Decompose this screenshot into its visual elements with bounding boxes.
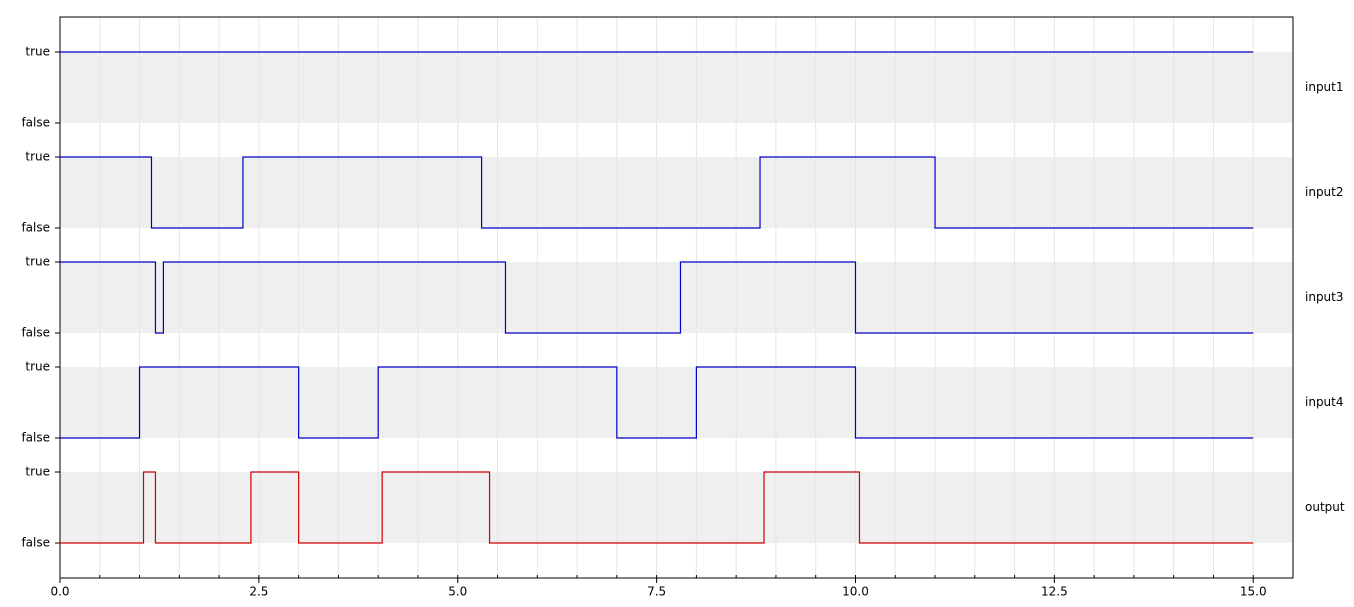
x-tick-label: 15.0: [1240, 585, 1267, 599]
y-tick-label: true: [25, 150, 50, 164]
series-label: input3: [1305, 290, 1344, 304]
series-label: output: [1305, 500, 1345, 514]
signal-line: [60, 471, 1254, 544]
y-tick-label: true: [25, 465, 50, 479]
x-tick-label: 10.0: [842, 585, 869, 599]
y-tick-label: false: [21, 326, 50, 340]
x-tick-label: 2.5: [249, 585, 268, 599]
x-tick-label: 5.0: [448, 585, 467, 599]
y-tick-label: true: [25, 45, 50, 59]
y-tick-label: false: [21, 116, 50, 130]
y-tick-label: true: [25, 255, 50, 269]
signal-line: [60, 261, 1254, 334]
signal-line: [60, 366, 1254, 439]
series-label: input2: [1305, 185, 1344, 199]
row-band: [60, 52, 1293, 123]
series-label: input1: [1305, 80, 1344, 94]
row-band: [60, 262, 1293, 333]
y-tick-label: false: [21, 536, 50, 550]
x-tick-label: 12.5: [1041, 585, 1068, 599]
x-tick-label: 0.0: [50, 585, 69, 599]
row-band: [60, 157, 1293, 228]
y-tick-label: false: [21, 431, 50, 445]
y-tick-label: true: [25, 360, 50, 374]
row-band: [60, 367, 1293, 438]
y-tick-label: false: [21, 221, 50, 235]
x-tick-label: 7.5: [647, 585, 666, 599]
row-band: [60, 472, 1293, 543]
signal-line: [60, 156, 1254, 229]
series-label: input4: [1305, 395, 1344, 409]
plot-frame: [59, 16, 1294, 579]
